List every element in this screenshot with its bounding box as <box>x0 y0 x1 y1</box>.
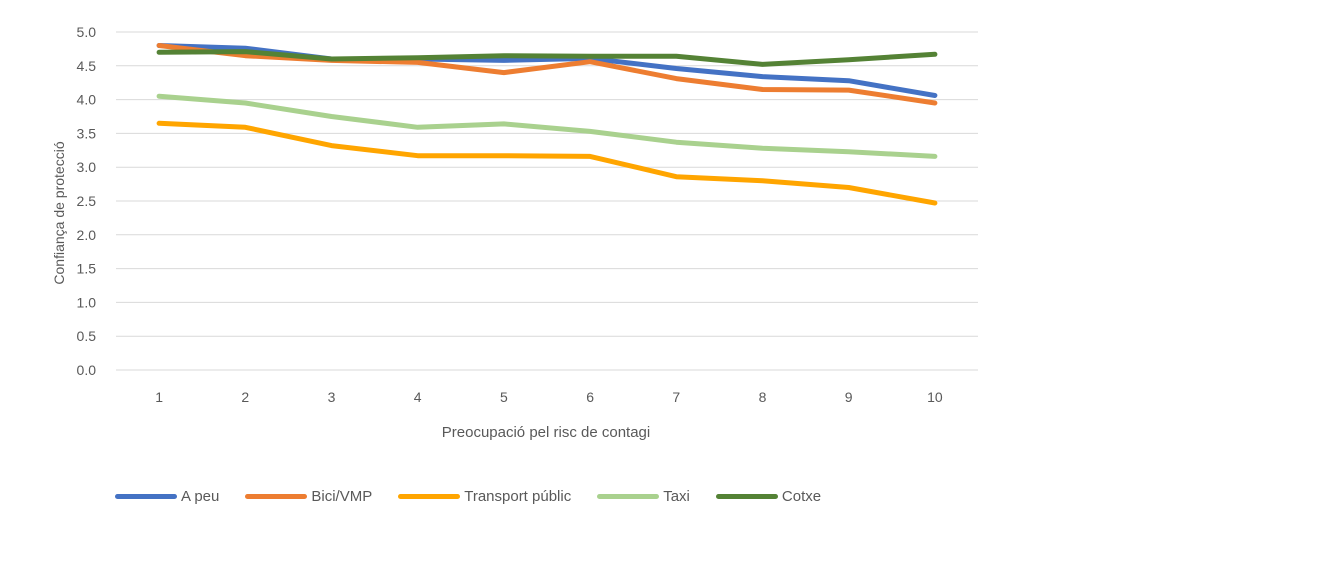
x-axis-title: Preocupació pel risc de contagi <box>442 424 650 441</box>
y-axis-title: Confiança de protecció <box>51 141 67 284</box>
x-tick-label: 4 <box>414 389 422 405</box>
x-tick-label: 1 <box>155 389 163 405</box>
legend-label: Cotxe <box>781 488 822 505</box>
y-tick-label: 0.5 <box>77 328 97 344</box>
y-tick-label: 1.0 <box>77 294 97 310</box>
x-tick-label: 7 <box>672 389 680 405</box>
legend-item: A peu <box>115 488 219 505</box>
x-axis-ticks: 1 2 3 4 5 6 7 8 9 10 <box>155 389 943 405</box>
legend-item: Bici/VMP <box>245 488 372 505</box>
y-tick-label: 3.0 <box>77 159 97 175</box>
series-line-cotxe <box>156 49 938 67</box>
legend-item: Taxi <box>597 488 690 505</box>
legend-label: Transport públic <box>464 488 572 505</box>
x-tick-label: 9 <box>845 389 853 405</box>
x-tick-label: 6 <box>586 389 594 405</box>
legend-item: Cotxe <box>715 488 822 505</box>
legend-swatch <box>398 494 461 499</box>
y-tick-label: 2.0 <box>77 227 97 243</box>
legend-swatch <box>715 494 778 499</box>
y-tick-label: 5.0 <box>77 24 97 40</box>
legend-swatch <box>245 494 308 499</box>
legend-swatch <box>115 494 177 499</box>
y-axis-title: Confiança de protecció <box>51 141 67 284</box>
x-tick-label: 10 <box>927 389 943 405</box>
x-tick-label: 5 <box>500 389 508 405</box>
x-tick-label: 2 <box>241 389 249 405</box>
legend-label: A peu <box>181 488 220 505</box>
legend-item: Transport públic <box>398 488 571 505</box>
series-line-transport-p-blic <box>156 120 938 206</box>
legend-label: Bici/VMP <box>311 488 373 505</box>
y-tick-label: 3.5 <box>77 125 97 141</box>
series-line-bici-vmp <box>156 43 938 106</box>
x-tick-label: 3 <box>328 389 336 405</box>
series-lines <box>156 43 938 206</box>
gridlines <box>116 31 978 371</box>
y-tick-label: 1.5 <box>77 261 97 277</box>
y-tick-label: 4.5 <box>77 58 97 74</box>
legend-label: Taxi <box>663 488 690 505</box>
series-line-taxi <box>156 93 938 159</box>
legend-swatch <box>597 494 660 499</box>
y-tick-label: 4.0 <box>77 92 97 108</box>
x-tick-label: 8 <box>759 389 767 405</box>
y-axis-ticks: 0.0 0.5 1.0 1.5 2.0 2.5 3.0 3.5 4.0 4.5 5.0 <box>77 24 97 378</box>
y-tick-label: 2.5 <box>77 193 97 209</box>
y-tick-label: 0.0 <box>77 362 97 378</box>
legend: A peu Bici/VMP Transport públic Taxi Cotxe <box>115 488 847 505</box>
